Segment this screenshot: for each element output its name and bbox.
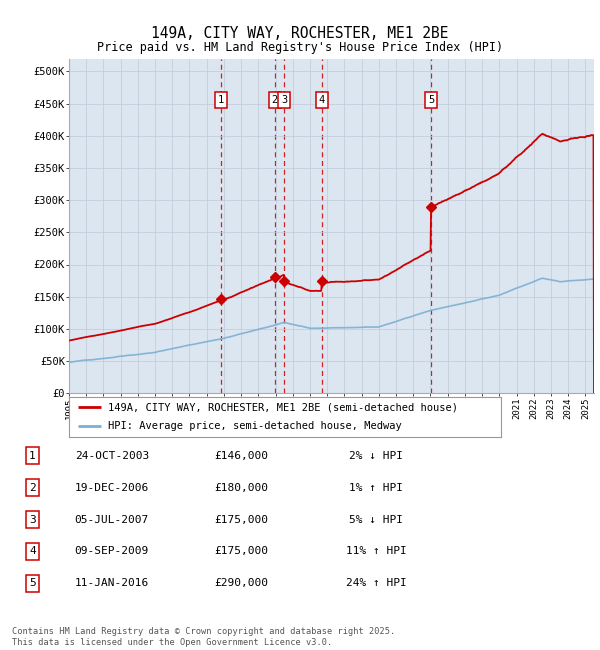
Text: £146,000: £146,000 [214, 451, 268, 461]
Text: 2% ↓ HPI: 2% ↓ HPI [349, 451, 403, 461]
Text: 4: 4 [29, 547, 36, 556]
Text: 5: 5 [29, 578, 36, 588]
Text: 1: 1 [218, 96, 224, 105]
Text: £290,000: £290,000 [214, 578, 268, 588]
Text: 149A, CITY WAY, ROCHESTER, ME1 2BE (semi-detached house): 149A, CITY WAY, ROCHESTER, ME1 2BE (semi… [108, 402, 458, 412]
Text: Price paid vs. HM Land Registry's House Price Index (HPI): Price paid vs. HM Land Registry's House … [97, 41, 503, 54]
Text: 149A, CITY WAY, ROCHESTER, ME1 2BE: 149A, CITY WAY, ROCHESTER, ME1 2BE [151, 26, 449, 41]
Text: 3: 3 [281, 96, 287, 105]
Text: 4: 4 [319, 96, 325, 105]
Text: Contains HM Land Registry data © Crown copyright and database right 2025.
This d: Contains HM Land Registry data © Crown c… [12, 627, 395, 647]
Text: 19-DEC-2006: 19-DEC-2006 [75, 483, 149, 493]
Text: £175,000: £175,000 [214, 515, 268, 525]
Text: £175,000: £175,000 [214, 547, 268, 556]
Text: 2: 2 [29, 483, 36, 493]
Text: 24-OCT-2003: 24-OCT-2003 [75, 451, 149, 461]
Text: 24% ↑ HPI: 24% ↑ HPI [346, 578, 407, 588]
Text: 09-SEP-2009: 09-SEP-2009 [75, 547, 149, 556]
Text: 1: 1 [29, 451, 36, 461]
Text: £180,000: £180,000 [214, 483, 268, 493]
Text: 5% ↓ HPI: 5% ↓ HPI [349, 515, 403, 525]
Text: HPI: Average price, semi-detached house, Medway: HPI: Average price, semi-detached house,… [108, 421, 401, 431]
Text: 2: 2 [272, 96, 278, 105]
Text: 11-JAN-2016: 11-JAN-2016 [75, 578, 149, 588]
Text: 5: 5 [428, 96, 434, 105]
Text: 1% ↑ HPI: 1% ↑ HPI [349, 483, 403, 493]
Text: 11% ↑ HPI: 11% ↑ HPI [346, 547, 407, 556]
Text: 05-JUL-2007: 05-JUL-2007 [75, 515, 149, 525]
Text: 3: 3 [29, 515, 36, 525]
